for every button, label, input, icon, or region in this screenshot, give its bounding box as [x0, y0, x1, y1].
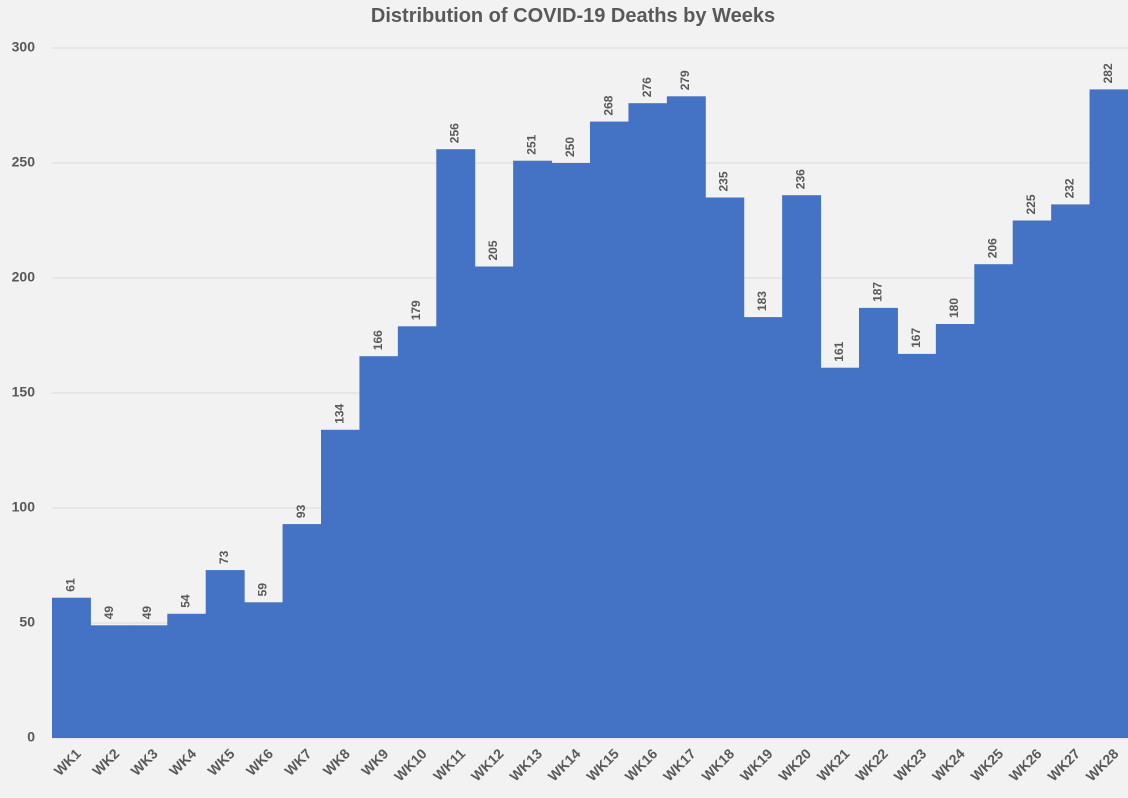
data-label: 134 [332, 403, 346, 423]
data-label: 167 [909, 328, 923, 348]
bar [397, 326, 437, 738]
data-label: 206 [986, 238, 1000, 258]
x-tick-label: WK1 [51, 745, 84, 778]
data-label: 279 [678, 70, 692, 90]
x-tick-label: WK14 [545, 745, 584, 784]
bar [436, 149, 476, 738]
x-tick-label: WK17 [660, 745, 699, 784]
data-label: 161 [832, 341, 846, 361]
data-label: 205 [486, 240, 500, 260]
y-tick-label: 150 [12, 384, 36, 400]
x-tick-label: WK22 [852, 745, 891, 784]
x-tick-label: WK28 [1083, 745, 1122, 784]
x-tick-label: WK21 [814, 745, 853, 784]
data-label: 276 [640, 77, 654, 97]
bar [90, 625, 130, 738]
chart-title: Distribution of COVID-19 Deaths by Weeks [371, 5, 775, 27]
data-label: 54 [179, 594, 193, 608]
data-label: 251 [525, 134, 539, 154]
bar [128, 625, 168, 738]
data-label: 256 [448, 123, 462, 143]
data-label: 180 [947, 298, 961, 318]
bar [321, 429, 360, 738]
x-tick-label: WK15 [583, 745, 622, 784]
data-label: 235 [717, 171, 731, 191]
y-tick-label: 50 [19, 614, 35, 630]
data-label: 282 [1101, 63, 1115, 83]
bar [167, 613, 207, 738]
bar [1012, 220, 1052, 738]
data-label: 49 [102, 606, 116, 620]
x-tick-label: WK4 [166, 745, 199, 778]
x-tick-label: WK16 [622, 745, 661, 784]
bar [513, 160, 553, 738]
x-tick-label: WK25 [967, 745, 1006, 784]
bar [628, 103, 668, 738]
bar [897, 353, 937, 738]
bar [859, 307, 898, 738]
x-tick-label: WK27 [1044, 745, 1083, 784]
x-tick-label: WK6 [243, 745, 276, 778]
bar [205, 570, 245, 738]
data-label: 183 [755, 291, 769, 311]
x-tick-label: WK10 [391, 745, 430, 784]
x-tick-label: WK20 [775, 745, 814, 784]
data-label: 73 [217, 550, 231, 564]
y-tick-label: 300 [12, 39, 36, 55]
data-label: 225 [1024, 194, 1038, 214]
x-tick-label: WK7 [281, 745, 314, 778]
data-label: 250 [563, 137, 577, 157]
bar [359, 356, 399, 738]
bar [705, 197, 745, 738]
data-label: 166 [371, 330, 385, 350]
x-tick-label: WK24 [929, 745, 968, 784]
data-label: 49 [140, 606, 154, 620]
y-tick-label: 0 [27, 729, 35, 745]
bar [244, 602, 284, 738]
y-tick-label: 250 [12, 154, 36, 170]
bar [590, 121, 629, 739]
data-label: 93 [294, 504, 308, 518]
bar [743, 317, 783, 738]
data-label: 61 [63, 578, 77, 592]
bar [474, 266, 514, 738]
bar [820, 367, 860, 738]
data-label: 268 [601, 95, 615, 115]
data-label: 187 [870, 282, 884, 302]
x-tick-label: WK5 [204, 745, 237, 778]
bar [1089, 89, 1128, 738]
bar [782, 195, 822, 738]
x-tick-label: WK12 [468, 745, 507, 784]
x-tick-label: WK18 [698, 745, 737, 784]
data-label: 232 [1063, 178, 1077, 198]
bar [282, 524, 322, 738]
x-tick-label: WK2 [89, 745, 122, 778]
x-tick-label: WK26 [1006, 745, 1045, 784]
x-tick-label: WK23 [891, 745, 930, 784]
x-tick-label: WK3 [127, 745, 160, 778]
y-tick-label: 200 [12, 269, 36, 285]
x-tick-label: WK13 [506, 745, 545, 784]
data-label: 236 [794, 169, 808, 189]
x-tick-label: WK11 [430, 745, 468, 783]
bar [52, 597, 91, 738]
bar [1051, 204, 1091, 738]
x-tick-label: WK19 [737, 745, 776, 784]
bar [666, 96, 706, 739]
data-label: 179 [409, 300, 423, 320]
bar [974, 264, 1014, 738]
bar [551, 163, 591, 738]
x-tick-label: WK8 [320, 745, 353, 778]
y-tick-label: 100 [12, 499, 36, 515]
data-label: 59 [256, 583, 270, 597]
bar [935, 324, 975, 738]
x-tick-label: WK9 [358, 745, 391, 778]
